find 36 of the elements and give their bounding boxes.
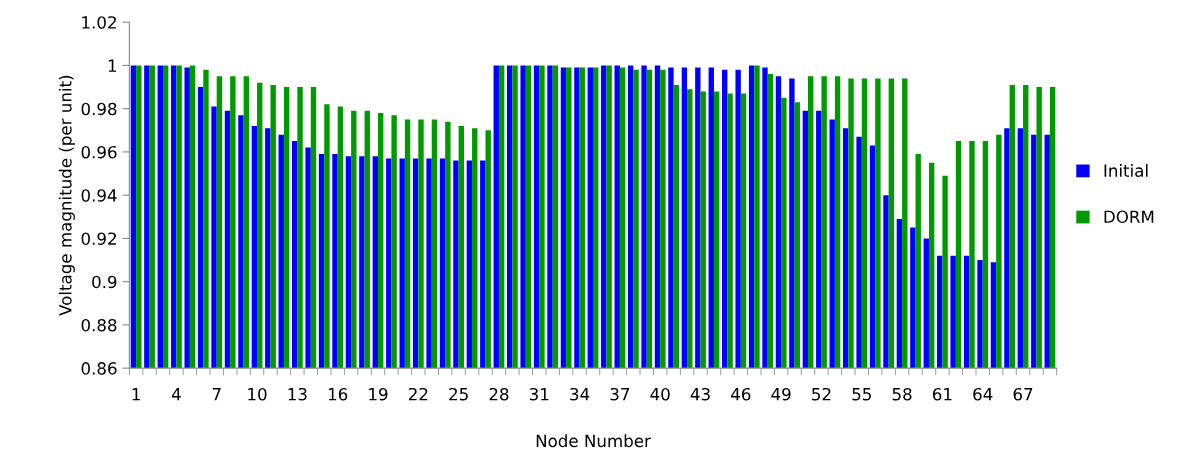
- x-tick-label: 46: [731, 387, 751, 401]
- legend-label: DORM: [1104, 210, 1154, 224]
- y-tick-label: 0.88: [81, 318, 117, 332]
- y-tick-label: 0.86: [81, 362, 117, 375]
- x-tick-label: 52: [812, 387, 831, 401]
- x-tick-label: 19: [369, 387, 388, 401]
- y-tick-label: 0.96: [81, 145, 117, 159]
- y-axis-title: Voltage magnitude (per unit): [58, 75, 75, 316]
- y-tick-label: 0.92: [81, 232, 116, 245]
- x-tick-label: 7: [212, 388, 221, 401]
- x-tick-label: 1: [132, 388, 140, 401]
- legend-label: Initial: [1104, 164, 1148, 177]
- x-tick-label: 58: [892, 387, 912, 401]
- x-tick-label: 13: [288, 387, 307, 401]
- x-tick-label: 49: [771, 387, 791, 401]
- y-tick-label: 1.02: [82, 16, 116, 29]
- x-tick-label: 67: [1013, 387, 1033, 401]
- y-tick-label: 0.98: [81, 102, 117, 116]
- x-tick-label: 55: [852, 388, 871, 401]
- y-tick-label: 0.94: [81, 189, 117, 202]
- x-tick-label: 22: [408, 387, 428, 401]
- x-tick-label: 37: [610, 387, 630, 401]
- x-tick-label: 16: [328, 387, 348, 401]
- x-axis-title: Node Number: [536, 434, 651, 448]
- y-tick-label: 1: [108, 59, 117, 72]
- x-tick-label: 25: [449, 387, 468, 401]
- x-tick-label: 10: [248, 387, 267, 401]
- x-tick-label: 43: [690, 387, 710, 401]
- x-tick-label: 61: [932, 387, 952, 401]
- x-tick-label: 4: [171, 388, 181, 401]
- x-tick-label: 28: [489, 387, 509, 401]
- x-tick-label: 40: [650, 387, 670, 401]
- x-tick-label: 64: [973, 387, 993, 401]
- y-tick-label: 0.9: [92, 275, 117, 289]
- x-tick-label: 34: [570, 387, 590, 401]
- x-tick-label: 31: [529, 387, 549, 401]
